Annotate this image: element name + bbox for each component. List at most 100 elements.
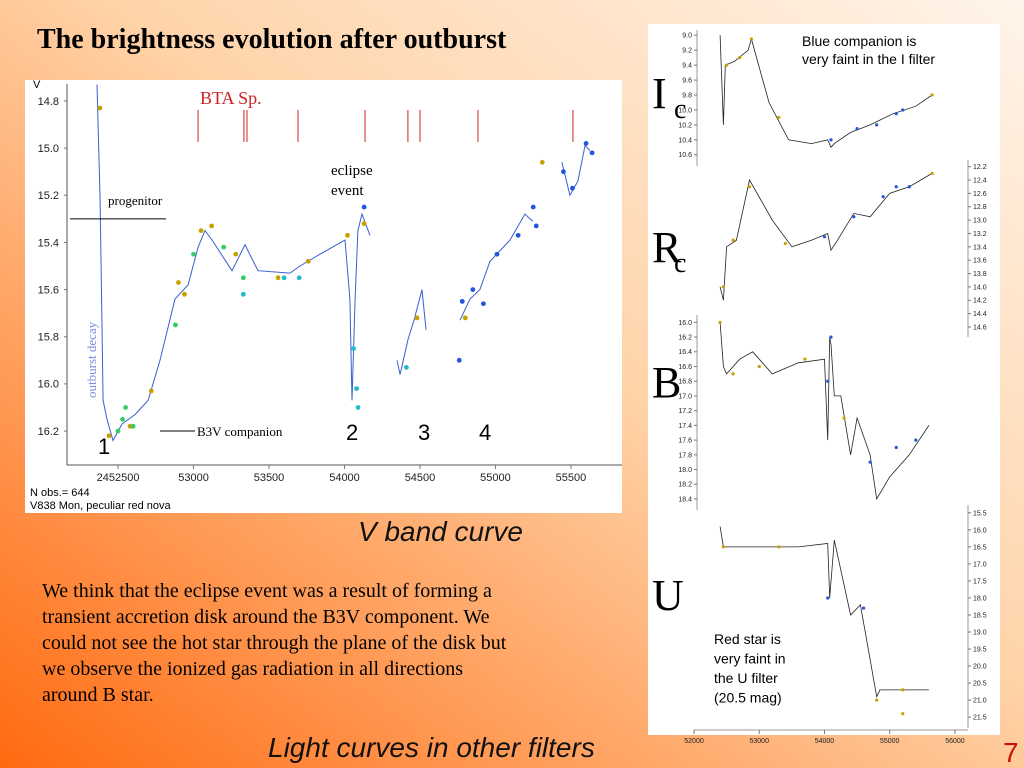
y-tick-label: 16.0	[678, 320, 692, 327]
observation-point	[721, 545, 725, 549]
y-tick-label: 13.6	[973, 258, 987, 265]
observation-point	[459, 298, 465, 304]
observation-point	[354, 386, 359, 392]
y-tick-label: 15.4	[38, 237, 59, 249]
panel-label: U	[652, 571, 684, 620]
panel-note: very faint in	[714, 651, 786, 667]
observation-point	[296, 275, 302, 281]
annotation: outburst decay	[84, 321, 99, 398]
event-number: 1	[98, 434, 110, 459]
observation-point	[462, 315, 468, 321]
x-tick-label: 55500	[556, 472, 587, 484]
y-tick-label: 13.0	[973, 218, 987, 225]
y-tick-label: 16.2	[678, 335, 692, 342]
y-tick-label: 20.0	[973, 663, 987, 670]
observation-point	[148, 388, 154, 394]
observation-point	[275, 275, 281, 281]
observation-point	[842, 416, 846, 420]
panel-label-sub: c	[674, 248, 686, 279]
observation-point	[747, 185, 752, 189]
y-tick-label: 14.4	[973, 311, 987, 318]
event-number: 2	[346, 420, 358, 445]
observation-point	[829, 138, 833, 142]
observation-point	[191, 251, 196, 257]
y-tick-label: 13.2	[973, 231, 987, 238]
caption: V band curve	[358, 516, 523, 547]
panel-label-sub: c	[674, 94, 686, 125]
observation-point	[901, 108, 905, 112]
observation-point	[106, 433, 112, 439]
y-tick-label: 19.5	[973, 646, 987, 653]
observation-point	[826, 596, 830, 600]
y-tick-label: 12.4	[973, 177, 987, 184]
observation-point	[894, 445, 898, 450]
observation-point	[115, 428, 121, 434]
body-text: We think that the eclipse event was a re…	[42, 580, 492, 602]
observation-point	[875, 123, 879, 127]
y-tick-label: 16.4	[678, 349, 692, 356]
observation-point	[721, 285, 725, 289]
observation-point	[305, 258, 311, 264]
y-tick-label: 17.4	[678, 423, 692, 430]
observation-point	[829, 335, 833, 339]
observation-point	[533, 223, 539, 229]
y-tick-label: 18.0	[678, 467, 692, 474]
body-text: around B star.	[42, 684, 154, 706]
light-curve	[96, 84, 591, 442]
observation-point	[481, 301, 486, 307]
y-tick-label: 9.4	[682, 63, 692, 70]
observation-point	[221, 244, 227, 250]
observation-point	[718, 320, 722, 324]
observation-point	[777, 115, 781, 120]
observation-point	[930, 93, 934, 97]
y-tick-label: 9.0	[682, 33, 692, 40]
y-tick-label: 10.4	[678, 137, 692, 144]
observation-point	[97, 105, 103, 111]
observation-point	[561, 169, 566, 175]
observation-point	[176, 280, 181, 285]
light-curve	[719, 35, 933, 149]
y-tick-label: 12.8	[973, 204, 987, 211]
y-tick-label: 15.0	[38, 143, 59, 155]
observation-point	[862, 606, 866, 610]
observation-point	[361, 204, 367, 210]
y-tick-label: 16.0	[38, 379, 59, 391]
observation-point	[281, 275, 287, 281]
observation-point	[826, 379, 830, 383]
observation-point	[783, 241, 787, 246]
observation-point	[731, 372, 735, 376]
x-tick-label: 55000	[480, 472, 511, 484]
observation-point	[749, 37, 754, 41]
body-text: could not see the hot star through the p…	[42, 632, 507, 654]
y-tick-label: 15.2	[38, 190, 59, 202]
observation-point	[470, 287, 476, 292]
y-tick-label: 15.5	[973, 510, 987, 517]
y-tick-label: 20.5	[973, 681, 987, 688]
observation-point	[725, 63, 729, 67]
y-tick-label: 16.5	[973, 544, 987, 551]
observation-point	[589, 150, 595, 156]
y-tick-label: 10.0	[678, 107, 692, 114]
slide-title: The brightness evolution after outburst	[37, 24, 507, 55]
event-number: 4	[479, 420, 491, 445]
caption: Light curves in other filters	[268, 732, 595, 763]
y-tick-label: 9.6	[682, 78, 692, 85]
event-number: 3	[418, 420, 430, 445]
light-curve	[719, 322, 930, 501]
y-tick-label: 17.6	[678, 438, 692, 445]
observation-point	[914, 438, 918, 442]
body-text: transient accretion disk around the B3V …	[42, 606, 490, 628]
observation-point	[404, 364, 409, 370]
y-tick-label: 17.5	[973, 578, 987, 585]
observation-point	[414, 315, 420, 321]
observation-point	[583, 141, 589, 146]
x-tick-label: 53000	[178, 472, 209, 484]
y-tick-label: 12.6	[973, 191, 987, 198]
panel-note: (20.5 mag)	[714, 690, 782, 706]
reference-label: B3V companion	[197, 424, 283, 439]
annotation: event	[331, 183, 364, 199]
observation-point	[894, 112, 898, 116]
page-number: 7	[1003, 737, 1019, 768]
panel-note: Blue companion is	[802, 33, 916, 49]
